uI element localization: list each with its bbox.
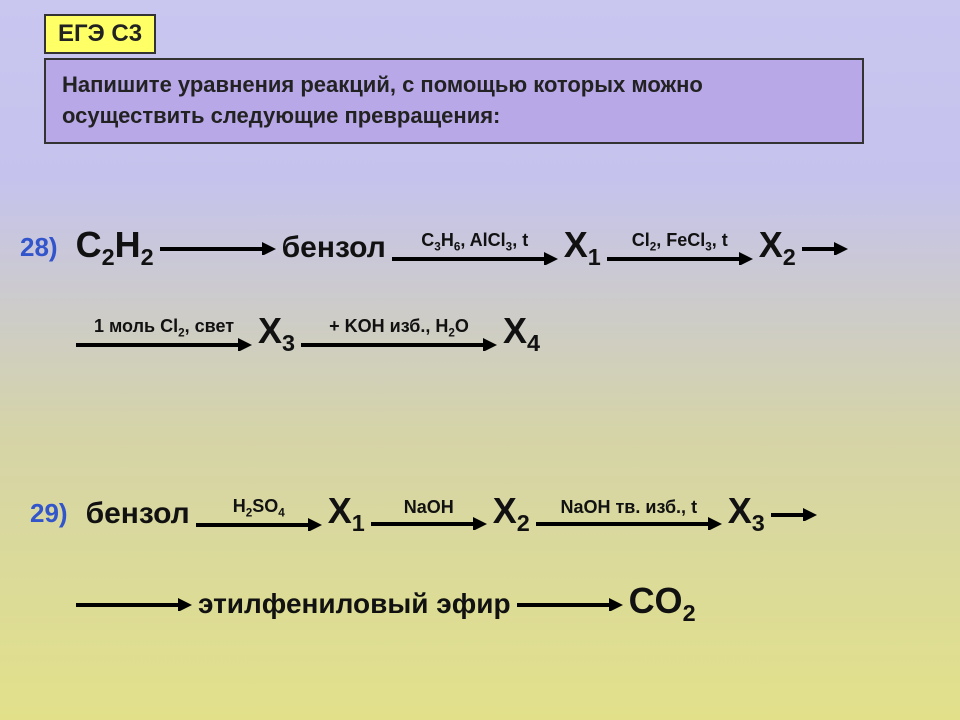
- arrow-label: C3H6, AlCl3, t: [421, 230, 528, 254]
- species: бензол: [86, 497, 190, 531]
- arrow-label: H2SO4: [233, 496, 285, 520]
- species: X4: [503, 310, 540, 357]
- reaction-arrow: H2SO4: [194, 496, 324, 532]
- reaction-arrow: C3H6, AlCl3, t: [390, 230, 560, 266]
- reaction-row: 28) C2H2 бензол C3H6, AlCl3, t X1 Cl2, FeCl3,…: [20, 224, 854, 271]
- reaction-arrow: 1 моль Cl2, свет: [74, 316, 254, 352]
- reaction-arrow: NaOH тв. изб., t: [534, 497, 724, 530]
- species: бензол: [282, 231, 386, 265]
- species: этилфениловый эфир: [198, 588, 511, 620]
- species: CO2: [629, 580, 696, 627]
- instruction-text: Напишите уравнения реакций, с помощью ко…: [62, 72, 703, 128]
- arrow-label: Cl2, FeCl3, t: [632, 230, 728, 254]
- species: X3: [728, 490, 765, 537]
- species: X1: [564, 224, 601, 271]
- reaction-arrow: [158, 241, 278, 255]
- species: X1: [328, 490, 365, 537]
- title-text: ЕГЭ С3: [58, 20, 142, 47]
- reaction-row: 1 моль Cl2, свет X3 + KOH изб., H2O X4: [70, 310, 540, 357]
- reaction-arrow: [515, 597, 625, 611]
- species: X2: [493, 490, 530, 537]
- instruction-box: Напишите уравнения реакций, с помощью ко…: [44, 58, 864, 144]
- arrow-label: 1 моль Cl2, свет: [94, 316, 234, 340]
- problem-number: 29): [30, 498, 68, 529]
- species: X3: [258, 310, 295, 357]
- reaction-arrow: [74, 597, 194, 611]
- species: C2H2: [76, 224, 154, 271]
- arrow-label: NaOH: [404, 497, 454, 518]
- reaction-arrow: Cl2, FeCl3, t: [605, 230, 755, 266]
- reaction-arrow: NaOH: [369, 497, 489, 530]
- reaction-row: этилфениловый эфир CO2: [70, 580, 696, 627]
- arrow-label: + KOH изб., H2O: [329, 316, 469, 340]
- species: X2: [759, 224, 796, 271]
- reaction-arrow: [769, 507, 819, 521]
- title-badge: ЕГЭ С3: [44, 14, 156, 54]
- reaction-arrow: [800, 241, 850, 255]
- reaction-arrow: + KOH изб., H2O: [299, 316, 499, 352]
- reaction-row: 29) бензол H2SO4 X1 NaOH X2 NaOH тв. изб., t X3: [30, 490, 823, 537]
- problem-number: 28): [20, 232, 58, 263]
- arrow-label: NaOH тв. изб., t: [560, 497, 697, 518]
